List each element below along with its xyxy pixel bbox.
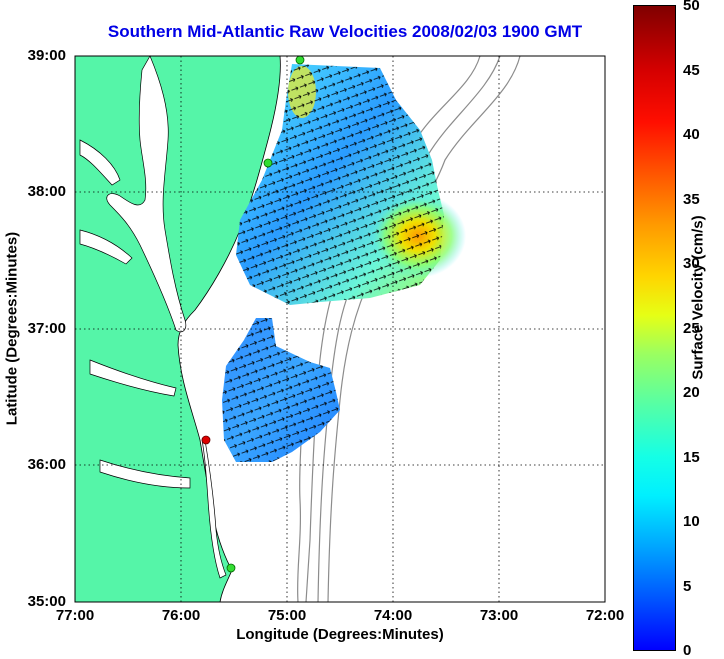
chart-title: Southern Mid-Atlantic Raw Velocities 200… [107, 22, 583, 41]
colorbar [633, 5, 676, 651]
velocity-vectors-south [222, 318, 340, 462]
y-tick-label: 35:00 [27, 593, 66, 610]
colorbar-tick-label: 40 [683, 126, 700, 143]
station-marker-outer-banks[interactable] [201, 435, 211, 445]
colorbar-tick-label: 25 [683, 320, 700, 337]
y-tick-label: 37:00 [27, 320, 66, 337]
y-tick-label: 36:00 [27, 456, 66, 473]
grid-lines [75, 56, 605, 602]
x-axis-label: Longitude (Degrees:Minutes) [236, 626, 444, 643]
colorbar-tick-label: 0 [683, 642, 692, 659]
y-axis-label: Latitude (Degrees:Minutes) [3, 231, 21, 426]
colorbar-tick-label: 30 [683, 255, 700, 272]
colorbar-tick-label: 5 [683, 578, 692, 595]
x-tick-label: 73:00 [479, 607, 519, 624]
station-marker-north[interactable] [295, 55, 305, 65]
colorbar-tick-label: 10 [683, 513, 700, 530]
station-marker-delmarva[interactable] [263, 158, 273, 168]
x-tick-label: 74:00 [373, 607, 413, 624]
x-tick-label: 72:00 [585, 607, 625, 624]
x-tick-label: 77:00 [55, 607, 95, 624]
colorbar-tick-label: 50 [683, 0, 700, 14]
colorbar-tick-label: 20 [683, 384, 700, 401]
x-tick-label: 76:00 [161, 607, 201, 624]
station-marker-hatteras[interactable] [226, 563, 236, 573]
inland-water [79, 55, 227, 579]
velocity-vectors-north [236, 64, 444, 305]
y-tick-label: 39:00 [27, 47, 66, 64]
colorbar-tick-label: 15 [683, 449, 700, 466]
y-tick-label: 38:00 [27, 183, 66, 200]
plot-frame [74, 55, 606, 603]
colorbar-tick-label: 45 [683, 62, 700, 79]
colorbar-tick-label: 35 [683, 191, 700, 208]
x-tick-label: 75:00 [267, 607, 307, 624]
colorbar-label: Surface Velocity (cm/s) [689, 215, 707, 380]
